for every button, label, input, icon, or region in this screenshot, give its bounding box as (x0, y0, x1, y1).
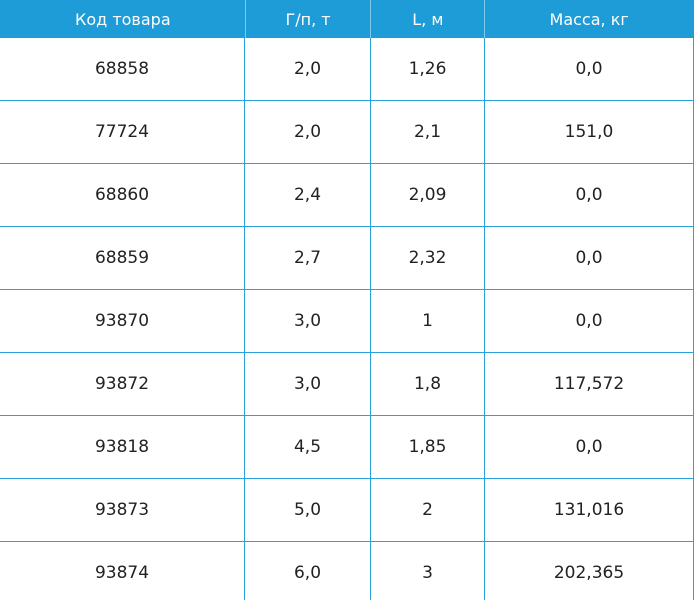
table-body: 68858 2,0 1,26 0,0 77724 2,0 2,1 151,0 6… (0, 38, 694, 600)
table-header: Код товара Г/п, т L, м Масса, кг (0, 0, 694, 38)
cell-mass: 0,0 (485, 38, 694, 100)
table-row: 93872 3,0 1,8 117,572 (0, 353, 694, 416)
table-row: 93873 5,0 2 131,016 (0, 479, 694, 542)
cell-length: 2,09 (371, 164, 485, 226)
cell-mass: 131,016 (485, 479, 694, 541)
cell-mass: 0,0 (485, 416, 694, 478)
cell-length: 1,85 (371, 416, 485, 478)
cell-product-code: 77724 (0, 101, 245, 163)
header-length: L, м (371, 0, 486, 38)
cell-product-code: 93873 (0, 479, 245, 541)
table-row: 93818 4,5 1,85 0,0 (0, 416, 694, 479)
cell-product-code: 93818 (0, 416, 245, 478)
cell-capacity: 2,4 (245, 164, 371, 226)
cell-capacity: 5,0 (245, 479, 371, 541)
cell-length: 3 (371, 542, 485, 600)
cell-length: 2 (371, 479, 485, 541)
cell-product-code: 93872 (0, 353, 245, 415)
cell-mass: 0,0 (485, 227, 694, 289)
cell-product-code: 68859 (0, 227, 245, 289)
table-row: 68860 2,4 2,09 0,0 (0, 164, 694, 227)
table-row: 68859 2,7 2,32 0,0 (0, 227, 694, 290)
cell-mass: 151,0 (485, 101, 694, 163)
cell-mass: 202,365 (485, 542, 694, 600)
header-mass: Масса, кг (485, 0, 694, 38)
cell-capacity: 6,0 (245, 542, 371, 600)
cell-product-code: 68858 (0, 38, 245, 100)
cell-capacity: 2,0 (245, 101, 371, 163)
table-row: 93870 3,0 1 0,0 (0, 290, 694, 353)
table-row: 77724 2,0 2,1 151,0 (0, 101, 694, 164)
cell-length: 1,8 (371, 353, 485, 415)
cell-mass: 117,572 (485, 353, 694, 415)
header-product-code: Код товара (1, 0, 246, 38)
cell-capacity: 3,0 (245, 353, 371, 415)
cell-capacity: 4,5 (245, 416, 371, 478)
cell-mass: 0,0 (485, 290, 694, 352)
header-capacity: Г/п, т (246, 0, 372, 38)
cell-length: 1 (371, 290, 485, 352)
cell-product-code: 93870 (0, 290, 245, 352)
cell-capacity: 3,0 (245, 290, 371, 352)
table-row: 93874 6,0 3 202,365 (0, 542, 694, 600)
cell-length: 1,26 (371, 38, 485, 100)
cell-mass: 0,0 (485, 164, 694, 226)
cell-product-code: 93874 (0, 542, 245, 600)
cell-capacity: 2,7 (245, 227, 371, 289)
table-row: 68858 2,0 1,26 0,0 (0, 38, 694, 101)
cell-product-code: 68860 (0, 164, 245, 226)
cell-capacity: 2,0 (245, 38, 371, 100)
cell-length: 2,1 (371, 101, 485, 163)
cell-length: 2,32 (371, 227, 485, 289)
